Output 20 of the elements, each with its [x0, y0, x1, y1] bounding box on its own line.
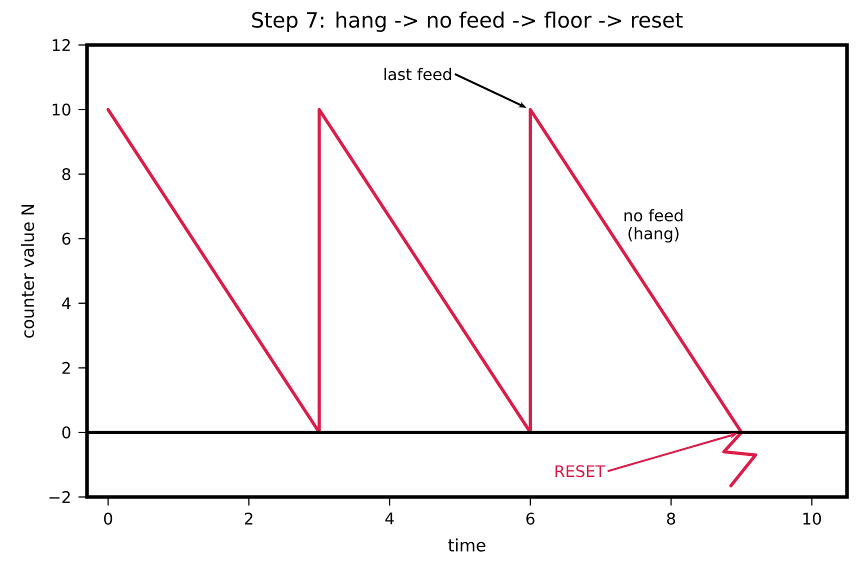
y-tick-label: 12 — [52, 39, 70, 51]
annotation: last feed — [384, 68, 451, 80]
y-tick-label: −2 — [50, 491, 70, 503]
x-tick-label: 8 — [667, 512, 676, 525]
y-axis-title: counter value N — [20, 204, 34, 338]
annotation: RESET — [556, 465, 606, 478]
chart-title: Step 7: hang -> no feed -> floor -> reset — [252, 12, 683, 32]
x-tick-label: 6 — [526, 512, 534, 525]
x-tick-label: 0 — [104, 512, 112, 525]
y-tick-label: 0 — [62, 426, 70, 438]
y-tick-label: 2 — [62, 362, 70, 374]
y-tick-label: 8 — [62, 168, 70, 180]
annotation: no feed (hang) — [624, 209, 682, 243]
y-tick-label: 4 — [62, 297, 71, 310]
x-axis-title: time — [448, 538, 486, 552]
x-tick-label: 2 — [244, 512, 252, 524]
y-tick-label: 10 — [52, 104, 70, 116]
x-tick-label: 4 — [385, 512, 394, 524]
x-tick-label: 10 — [803, 512, 821, 525]
y-tick-label: 6 — [62, 232, 70, 245]
